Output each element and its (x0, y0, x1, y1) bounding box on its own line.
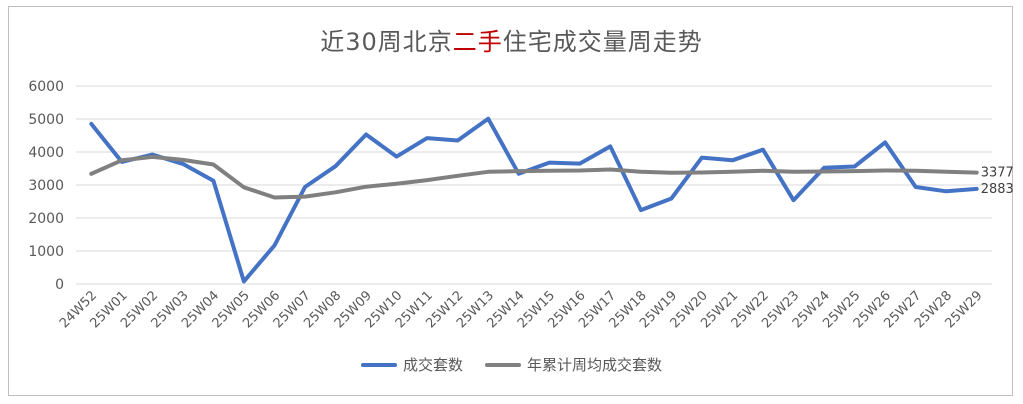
y-tick-label: 0 (55, 277, 64, 293)
legend-swatch-series-1 (360, 362, 397, 367)
series-line-2[interactable] (89, 154, 979, 200)
y-tick-label: 5000 (28, 112, 64, 128)
legend-label-series-1: 成交套数 (402, 356, 463, 374)
chart-title-highlight: 二手 (452, 28, 503, 56)
gridlines (76, 85, 992, 285)
chart-title: 近30周北京二手住宅成交量周走势 (0, 22, 1023, 57)
y-tick-label: 6000 (28, 79, 64, 95)
chart-title-post: 住宅成交量周走势 (502, 28, 703, 56)
y-tick-label: 2000 (28, 211, 64, 227)
y-tick-label: 3000 (28, 178, 64, 194)
legend-item-series-1[interactable]: 成交套数 (360, 354, 463, 375)
end-label-series-2: 3377 (981, 166, 1014, 181)
series-line-1[interactable] (89, 116, 979, 284)
legend: 成交套数 年累计周均成交套数 (0, 354, 1023, 375)
series-lines (89, 116, 979, 284)
end-label-series-1: 2883 (981, 182, 1014, 197)
chart-frame (8, 6, 1013, 396)
chart-title-pre: 近30周北京 (320, 28, 453, 56)
y-tick-label: 1000 (28, 244, 64, 260)
legend-label-series-2: 年累计周均成交套数 (527, 356, 663, 374)
y-axis-ticks: 0 1000 2000 3000 4000 5000 6000 (28, 79, 64, 293)
y-tick-label: 4000 (28, 145, 64, 161)
legend-item-series-2[interactable]: 年累计周均成交套数 (485, 354, 662, 375)
x-axis-ticks: 24W5225W0125W0225W0325W0425W0525W0625W07… (57, 288, 986, 331)
legend-swatch-series-2 (485, 362, 521, 367)
